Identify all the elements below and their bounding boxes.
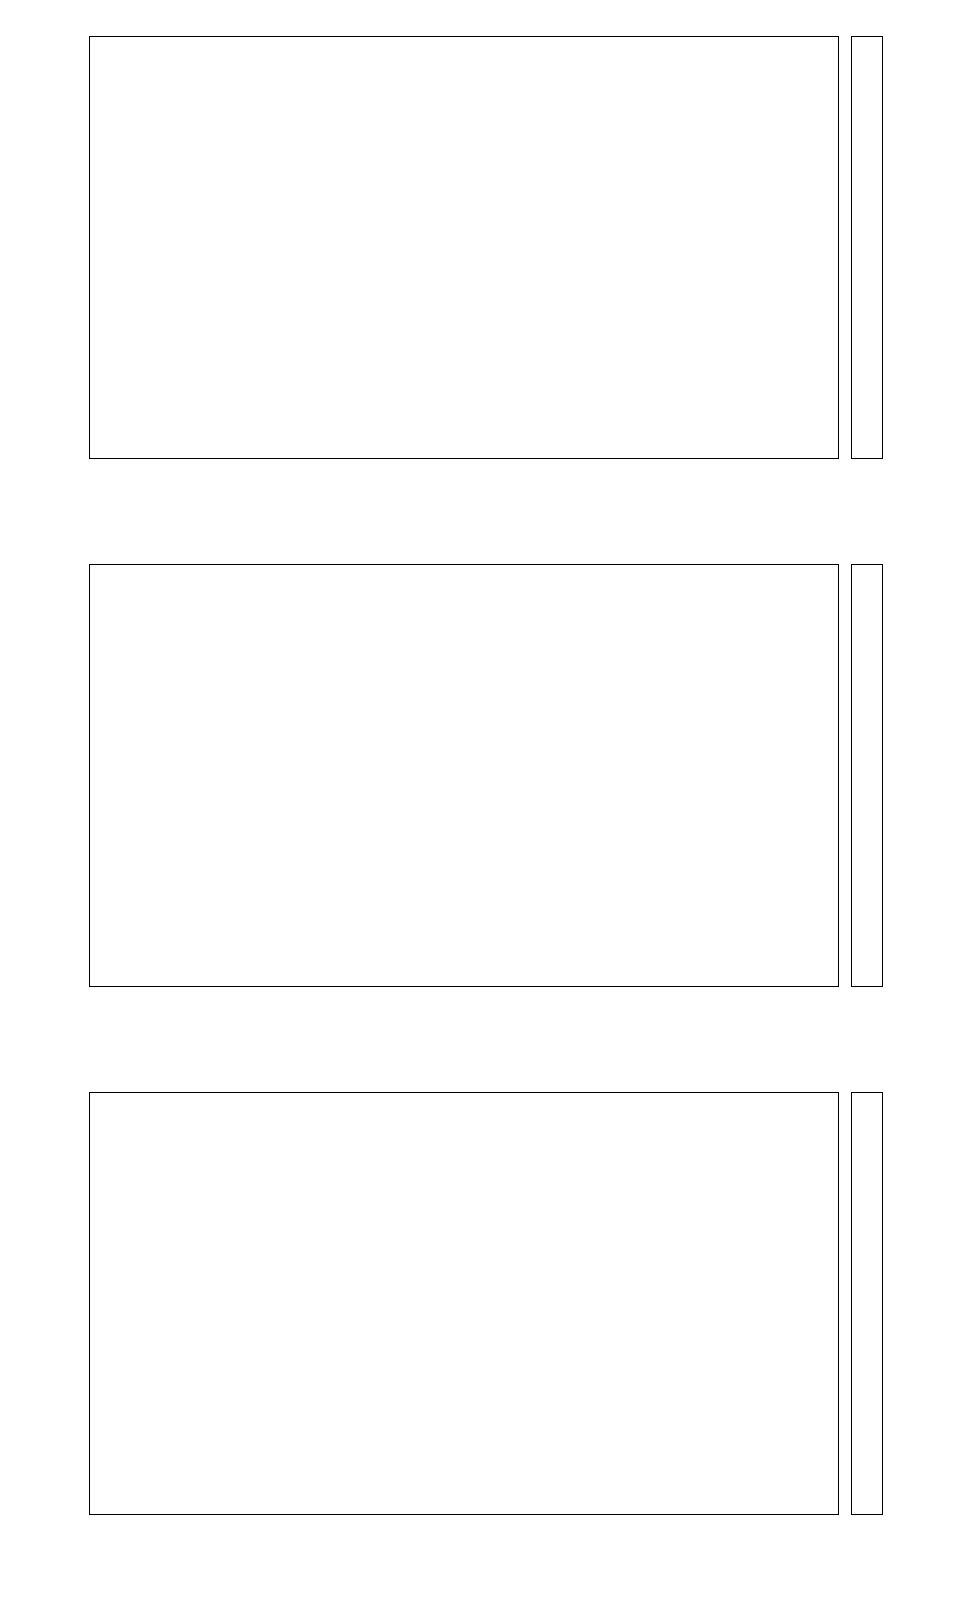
spectrogram-canvas (90, 565, 838, 986)
panel-str-e (0, 0, 962, 528)
y-axis-label (4, 37, 28, 458)
panel-str-z (0, 1056, 962, 1584)
colorbar-canvas (852, 37, 882, 458)
colorbar-canvas (852, 565, 882, 986)
y-axis-label (4, 1093, 28, 1514)
colorbar-canvas (852, 1093, 882, 1514)
spectrogram-canvas (90, 37, 838, 458)
y-axis-label (4, 565, 28, 986)
spectrogram-canvas (90, 1093, 838, 1514)
panel-str-n (0, 528, 962, 1056)
